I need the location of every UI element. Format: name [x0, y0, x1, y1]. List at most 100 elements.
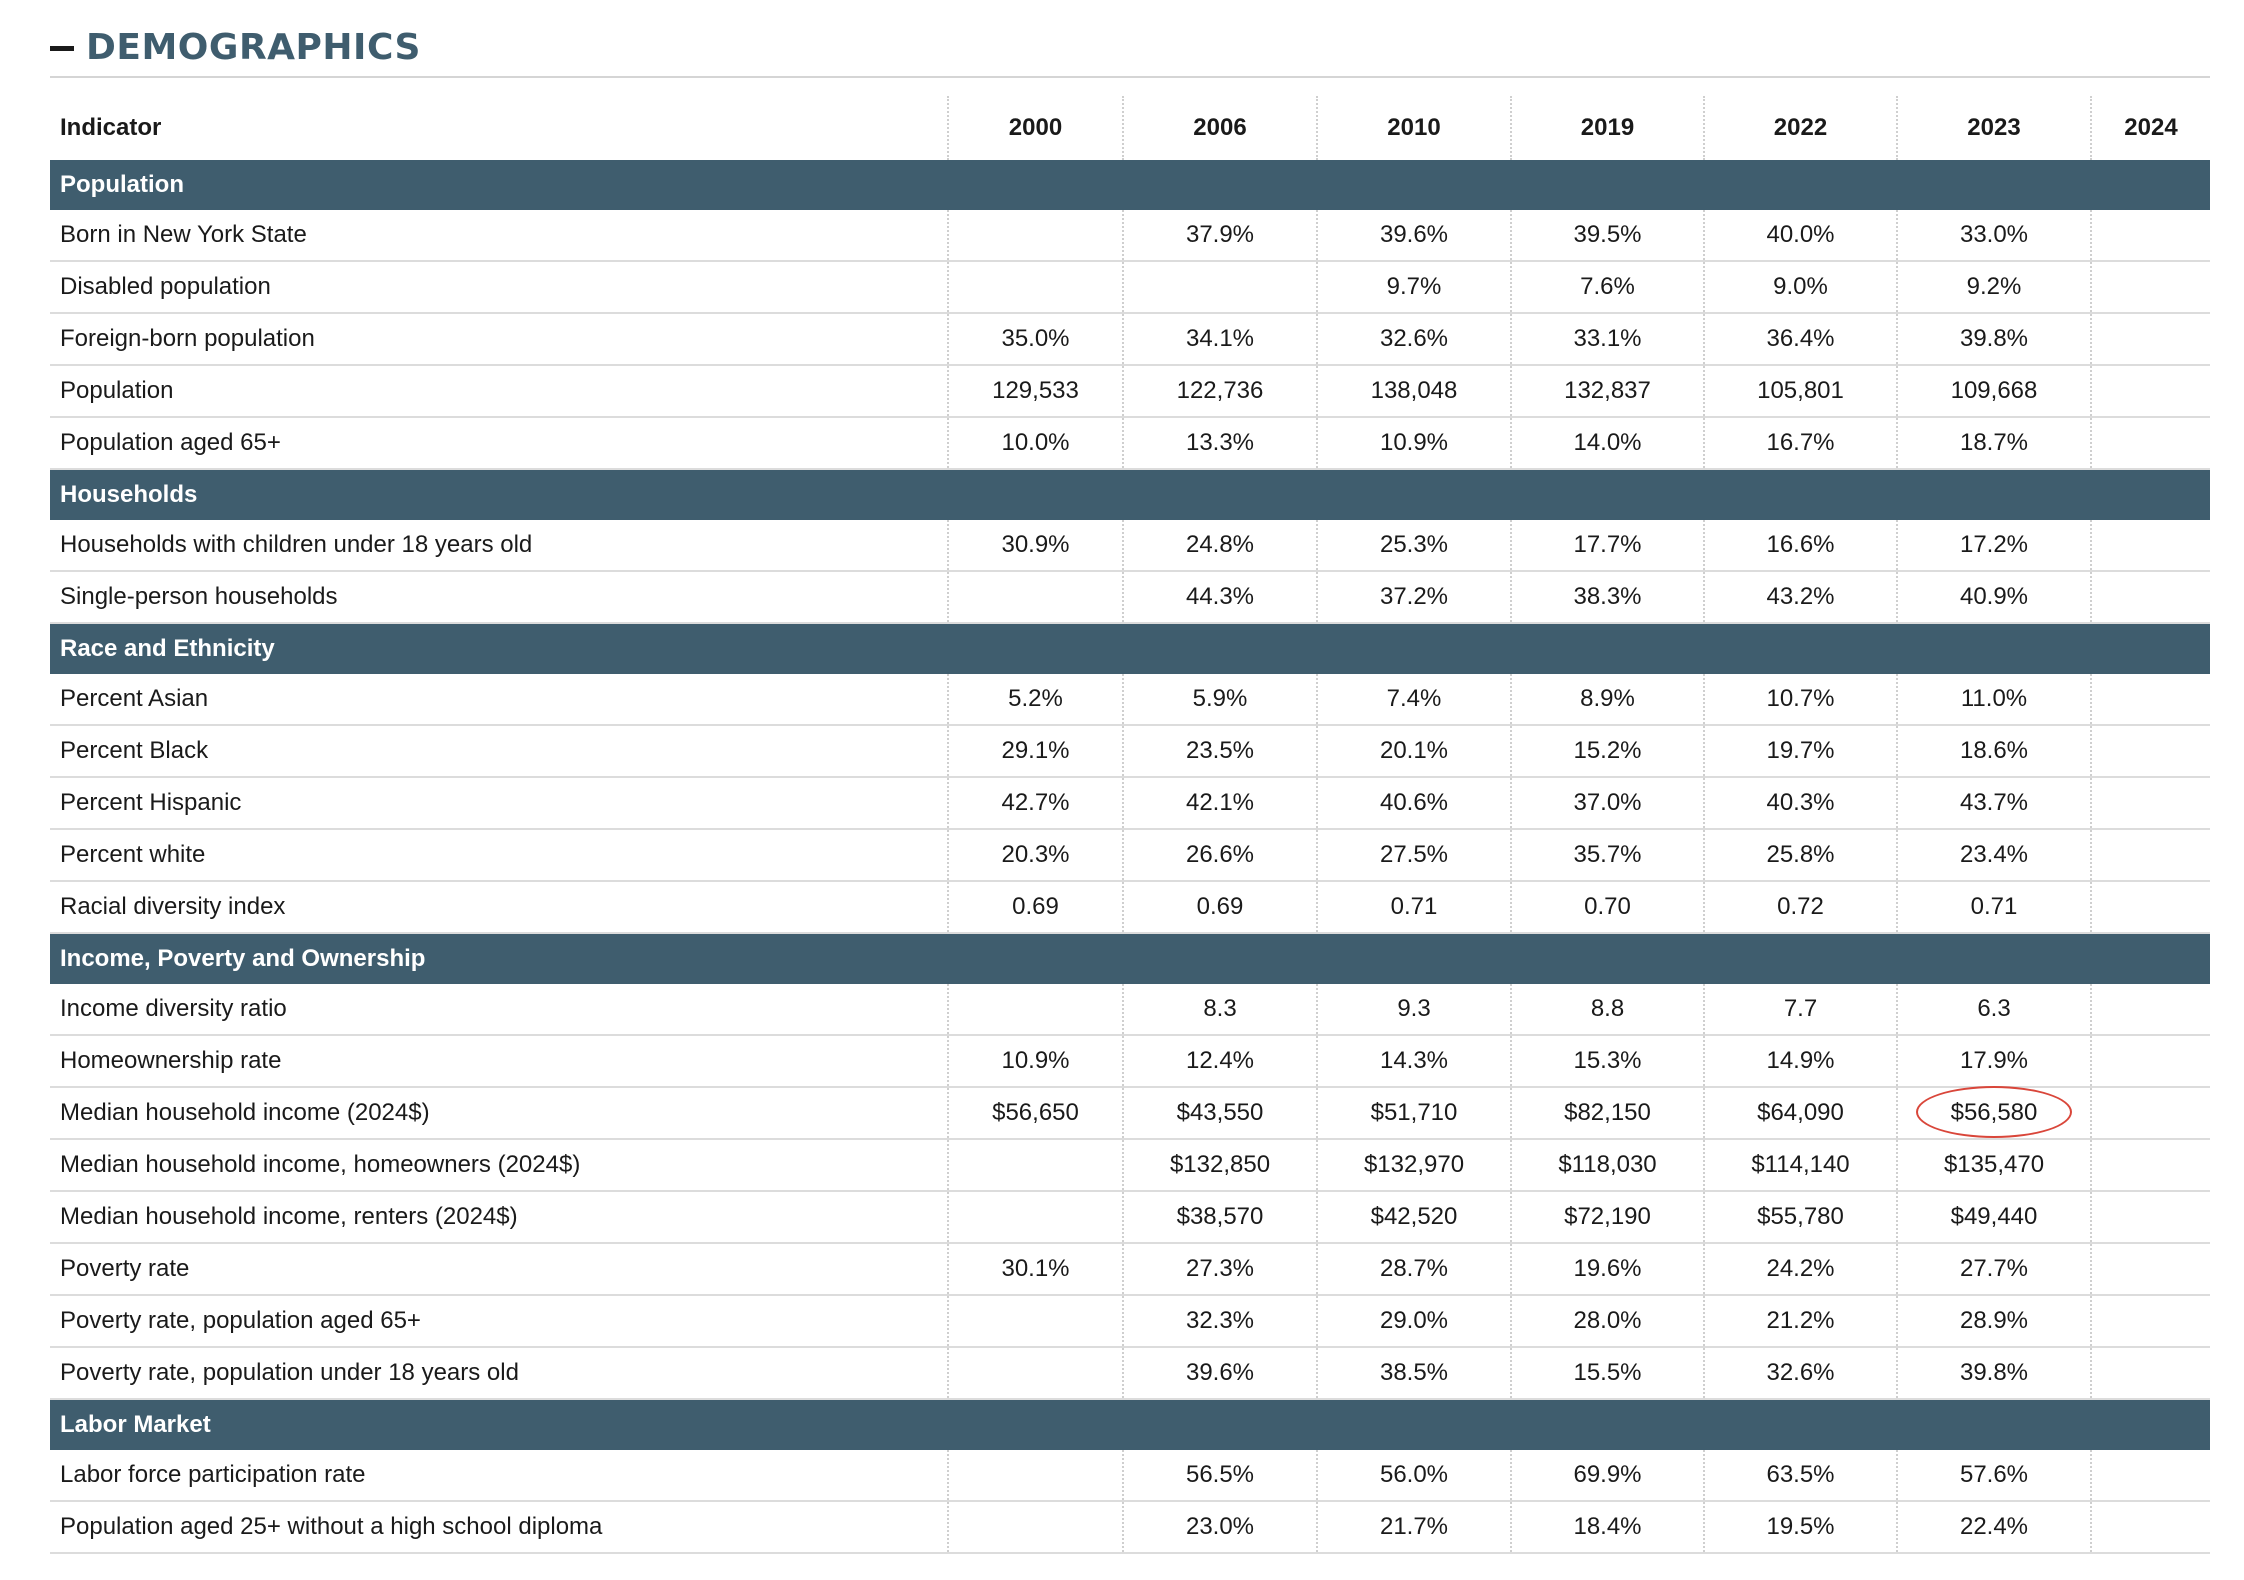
- table-cell: [2090, 725, 2210, 778]
- table-cell: 35.7%: [1510, 829, 1704, 882]
- table-row: Percent Asian 5.2% 5.9% 7.4% 8.9% 10.7% 11.0%: [50, 674, 2210, 726]
- table-cell: 30.1%: [947, 1243, 1123, 1296]
- table-cell: $42,520: [1316, 1191, 1511, 1244]
- table-cell: [947, 984, 1123, 1036]
- table-cell: [2090, 210, 2210, 262]
- table-cell: 7.7: [1703, 984, 1897, 1036]
- table-row: Labor force participation rate 56.5% 56.0%…: [50, 1450, 2210, 1502]
- table-cell: 14.9%: [1703, 1035, 1897, 1088]
- table-cell: [2090, 261, 2210, 314]
- table-row: Disabled population 9.7% 7.6% 9.0% 9.2%: [50, 261, 2210, 314]
- table-cell: [2090, 777, 2210, 830]
- table-cell: 32.6%: [1703, 1347, 1897, 1400]
- table-cell: [2090, 1347, 2210, 1400]
- table-row: Single-person households 44.3% 37.2% 38.3% 4…: [50, 571, 2210, 624]
- table-cell: 9.2%: [1896, 261, 2091, 314]
- table-cell: 13.3%: [1122, 417, 1317, 470]
- table-cell: [947, 261, 1123, 314]
- table-cell: [947, 210, 1123, 262]
- table-cell: 37.0%: [1510, 777, 1704, 830]
- group-header-row: Race and Ethnicity: [50, 623, 2210, 674]
- column-header-indicator: Indicator: [60, 114, 162, 141]
- row-indicator-label: Income diversity ratio: [50, 984, 948, 1036]
- collapse-icon[interactable]: [50, 45, 74, 51]
- table-cell: 36.4%: [1703, 313, 1897, 366]
- table-cell: 18.6%: [1896, 725, 2091, 778]
- row-indicator-label: Percent Asian: [50, 674, 948, 726]
- table-cell: 38.5%: [1316, 1347, 1511, 1400]
- table-cell: 39.8%: [1896, 1347, 2091, 1400]
- table-cell: [2090, 1295, 2210, 1348]
- table-cell: 10.9%: [947, 1035, 1123, 1088]
- row-indicator-label: Single-person households: [50, 571, 948, 624]
- row-indicator-label: Poverty rate: [50, 1243, 948, 1296]
- table-cell: [947, 1450, 1123, 1502]
- table-cell: 15.3%: [1510, 1035, 1704, 1088]
- table-row: Homeownership rate 10.9% 12.4% 14.3% 15.3% 14…: [50, 1035, 2210, 1088]
- table-cell: 39.6%: [1122, 1347, 1317, 1400]
- table-cell: 6.3: [1896, 984, 2091, 1036]
- table-cell: 33.1%: [1510, 313, 1704, 366]
- table-cell: [947, 1347, 1123, 1400]
- table-cell: [2090, 365, 2210, 418]
- table-cell: 16.7%: [1703, 417, 1897, 470]
- table-cell: 23.0%: [1122, 1501, 1317, 1554]
- table-cell: 132,837: [1510, 365, 1704, 418]
- table-cell: 42.1%: [1122, 777, 1317, 830]
- table-cell: [2090, 881, 2210, 934]
- row-indicator-label: Median household income, homeowners (202…: [50, 1139, 948, 1192]
- table-cell: $132,970: [1316, 1139, 1511, 1192]
- table-cell: [2090, 313, 2210, 366]
- table-cell: 26.6%: [1122, 829, 1317, 882]
- row-indicator-label: Homeownership rate: [50, 1035, 948, 1088]
- table-cell: 27.5%: [1316, 829, 1511, 882]
- table-cell: 27.3%: [1122, 1243, 1317, 1296]
- table-row: Poverty rate, population under 18 years …: [50, 1347, 2210, 1400]
- table-cell: 20.3%: [947, 829, 1123, 882]
- table-row: Foreign-born population 35.0% 34.1% 32.6% 33…: [50, 313, 2210, 366]
- table-cell: 29.0%: [1316, 1295, 1511, 1348]
- table-cell: 43.7%: [1896, 777, 2091, 830]
- table-cell: $114,140: [1703, 1139, 1897, 1192]
- table-cell: 40.9%: [1896, 571, 2091, 624]
- table-cell: 14.0%: [1510, 417, 1704, 470]
- table-row: Median household income (2024$) $56,650 $4…: [50, 1085, 2210, 1140]
- table-cell: 40.0%: [1703, 210, 1897, 262]
- table-cell: [2090, 1243, 2210, 1296]
- row-indicator-label: Median household income, renters (2024$): [50, 1191, 948, 1244]
- table-cell: [2090, 520, 2210, 572]
- column-header-year: 2022: [1703, 96, 1897, 160]
- table-cell: 37.2%: [1316, 571, 1511, 624]
- table-header-row: Indicator 2000 2006 2010 2019 2022 2023 …: [50, 96, 2210, 160]
- group-header-label: Labor Market: [50, 1399, 2210, 1450]
- table-cell: $135,470: [1896, 1139, 2091, 1192]
- table-cell: 16.6%: [1703, 520, 1897, 572]
- table-cell: 14.3%: [1316, 1035, 1511, 1088]
- table-cell: 69.9%: [1510, 1450, 1704, 1502]
- row-indicator-label: Poverty rate, population aged 65+: [50, 1295, 948, 1348]
- demographics-section-toggle[interactable]: DEMOGRAPHICS: [50, 18, 2210, 76]
- table-cell: 30.9%: [947, 520, 1123, 572]
- table-cell: 105,801: [1703, 365, 1897, 418]
- row-indicator-label: Labor force participation rate: [50, 1450, 948, 1502]
- table-cell: 23.5%: [1122, 725, 1317, 778]
- group-header-label: Income, Poverty and Ownership: [50, 933, 2210, 984]
- table-cell: [2090, 571, 2210, 624]
- table-cell: 40.6%: [1316, 777, 1511, 830]
- row-indicator-label: Population aged 25+ without a high schoo…: [50, 1501, 948, 1554]
- section-divider: [50, 76, 2210, 78]
- table-cell: $55,780: [1703, 1191, 1897, 1244]
- table-row: Poverty rate 30.1% 27.3% 28.7% 19.6% 24.2% 27.…: [50, 1243, 2210, 1296]
- table-cell: $64,090: [1703, 1087, 1897, 1140]
- table-cell: [2090, 1087, 2210, 1140]
- row-indicator-label: Population: [50, 365, 948, 418]
- table-cell: 56.5%: [1122, 1450, 1317, 1502]
- table-cell: 5.2%: [947, 674, 1123, 726]
- table-cell: 32.6%: [1316, 313, 1511, 366]
- table-cell: 10.7%: [1703, 674, 1897, 726]
- row-indicator-label: Percent white: [50, 829, 948, 882]
- group-header-label: Race and Ethnicity: [50, 623, 2210, 674]
- table-cell: 9.7%: [1316, 261, 1511, 314]
- table-cell: [2090, 1501, 2210, 1554]
- table-row: Households with children under 18 years …: [50, 520, 2210, 572]
